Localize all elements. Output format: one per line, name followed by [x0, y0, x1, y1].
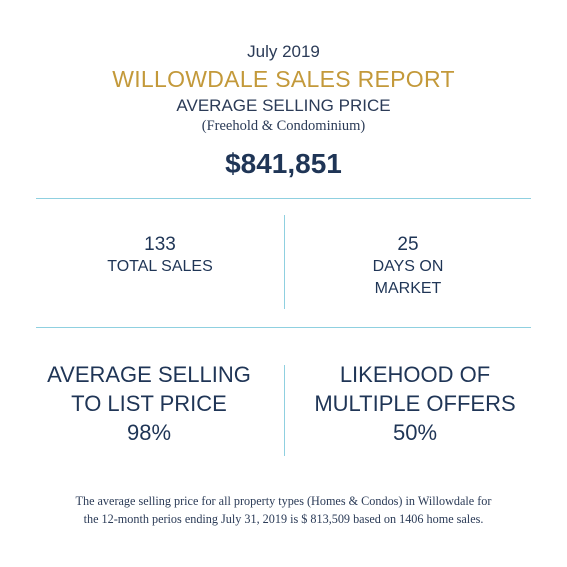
property-type-note: (Freehold & Condominium) — [201, 118, 366, 134]
multiple-offers-label-line2: MULTIPLE OFFERS — [314, 391, 516, 416]
stat-total-sales: 133 TOTAL SALES — [36, 234, 284, 278]
days-on-market-label-line1: DAYS ON — [372, 258, 444, 275]
stat-selling-to-list: AVERAGE SELLING TO LIST PRICE 98% — [14, 360, 284, 447]
report-subtitle: AVERAGE SELLING PRICE — [176, 96, 391, 115]
report-title: WILLOWDALE SALES REPORT — [112, 66, 455, 92]
selling-to-list-value: 98% — [126, 420, 172, 445]
selling-to-list-label-line2: TO LIST PRICE — [71, 391, 227, 416]
divider-vertical-lower — [284, 365, 285, 456]
footer-line-1: The average selling price for all proper… — [75, 494, 492, 508]
divider-vertical-upper — [284, 215, 285, 309]
days-on-market-label-line2: MARKET — [374, 280, 442, 297]
multiple-offers-label-line1: LIKEHOOD OF — [339, 362, 491, 387]
average-price: $841,851 — [225, 148, 342, 179]
total-sales-value: 133 — [144, 234, 176, 255]
stat-days-on-market: 25 DAYS ON MARKET — [285, 234, 531, 300]
selling-to-list-label-line1: AVERAGE SELLING — [47, 362, 251, 387]
stat-multiple-offers: LIKEHOOD OF MULTIPLE OFFERS 50% — [285, 360, 545, 447]
divider-top — [36, 198, 531, 199]
footer-note: The average selling price for all proper… — [20, 492, 547, 528]
footer-line-2: the 12-month perios ending July 31, 2019… — [83, 512, 484, 526]
total-sales-label: TOTAL SALES — [107, 258, 213, 275]
divider-middle — [36, 327, 531, 328]
multiple-offers-value: 50% — [392, 420, 438, 445]
days-on-market-value: 25 — [397, 234, 419, 255]
report-date: July 2019 — [247, 42, 320, 61]
